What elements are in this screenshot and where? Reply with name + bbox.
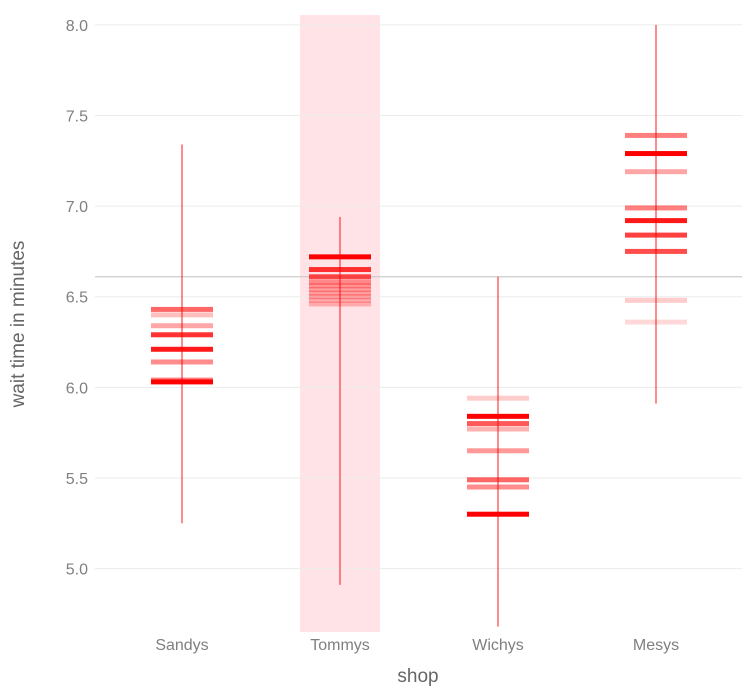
value-mark [309,301,371,307]
value-mark [309,254,371,260]
value-mark [309,294,371,300]
value-mark [625,205,687,211]
value-mark [467,413,529,419]
value-mark [309,290,371,296]
value-mark [625,248,687,254]
value-mark [625,132,687,138]
value-mark [151,323,213,329]
value-mark [625,151,687,157]
value-mark [467,511,529,517]
value-mark [309,283,371,289]
value-mark [151,312,213,318]
y-tick-label: 6.5 [66,290,88,307]
value-mark [151,359,213,365]
y-axis-title: wait time in minutes [8,241,29,409]
value-mark [625,319,687,325]
y-tick-label: 7.0 [66,199,88,216]
value-mark [625,232,687,238]
value-mark [467,477,529,483]
x-tick-label: Sandys [155,637,208,654]
value-mark [467,421,529,427]
value-mark [467,448,529,454]
y-tick-label: 8.0 [66,18,88,35]
value-mark [625,297,687,303]
value-mark [309,267,371,273]
y-tick-label: 6.0 [66,380,88,397]
value-mark [151,332,213,338]
y-tick-label: 5.5 [66,471,88,488]
value-mark [625,218,687,224]
value-mark [309,279,371,285]
x-tick-label: Mesys [633,637,679,654]
value-mark [309,274,371,280]
x-axis-title: shop [397,666,438,687]
y-tick-label: 7.5 [66,108,88,125]
x-tick-label: Wichys [472,637,524,654]
value-mark [151,306,213,312]
x-tick-label: Tommys [310,637,370,654]
value-mark [151,346,213,352]
value-mark [467,395,529,401]
value-mark [625,169,687,175]
value-mark [467,426,529,432]
value-mark [467,484,529,490]
value-mark [309,297,371,303]
value-mark [309,286,371,292]
value-mark [151,377,213,383]
y-tick-label: 5.0 [66,562,88,579]
